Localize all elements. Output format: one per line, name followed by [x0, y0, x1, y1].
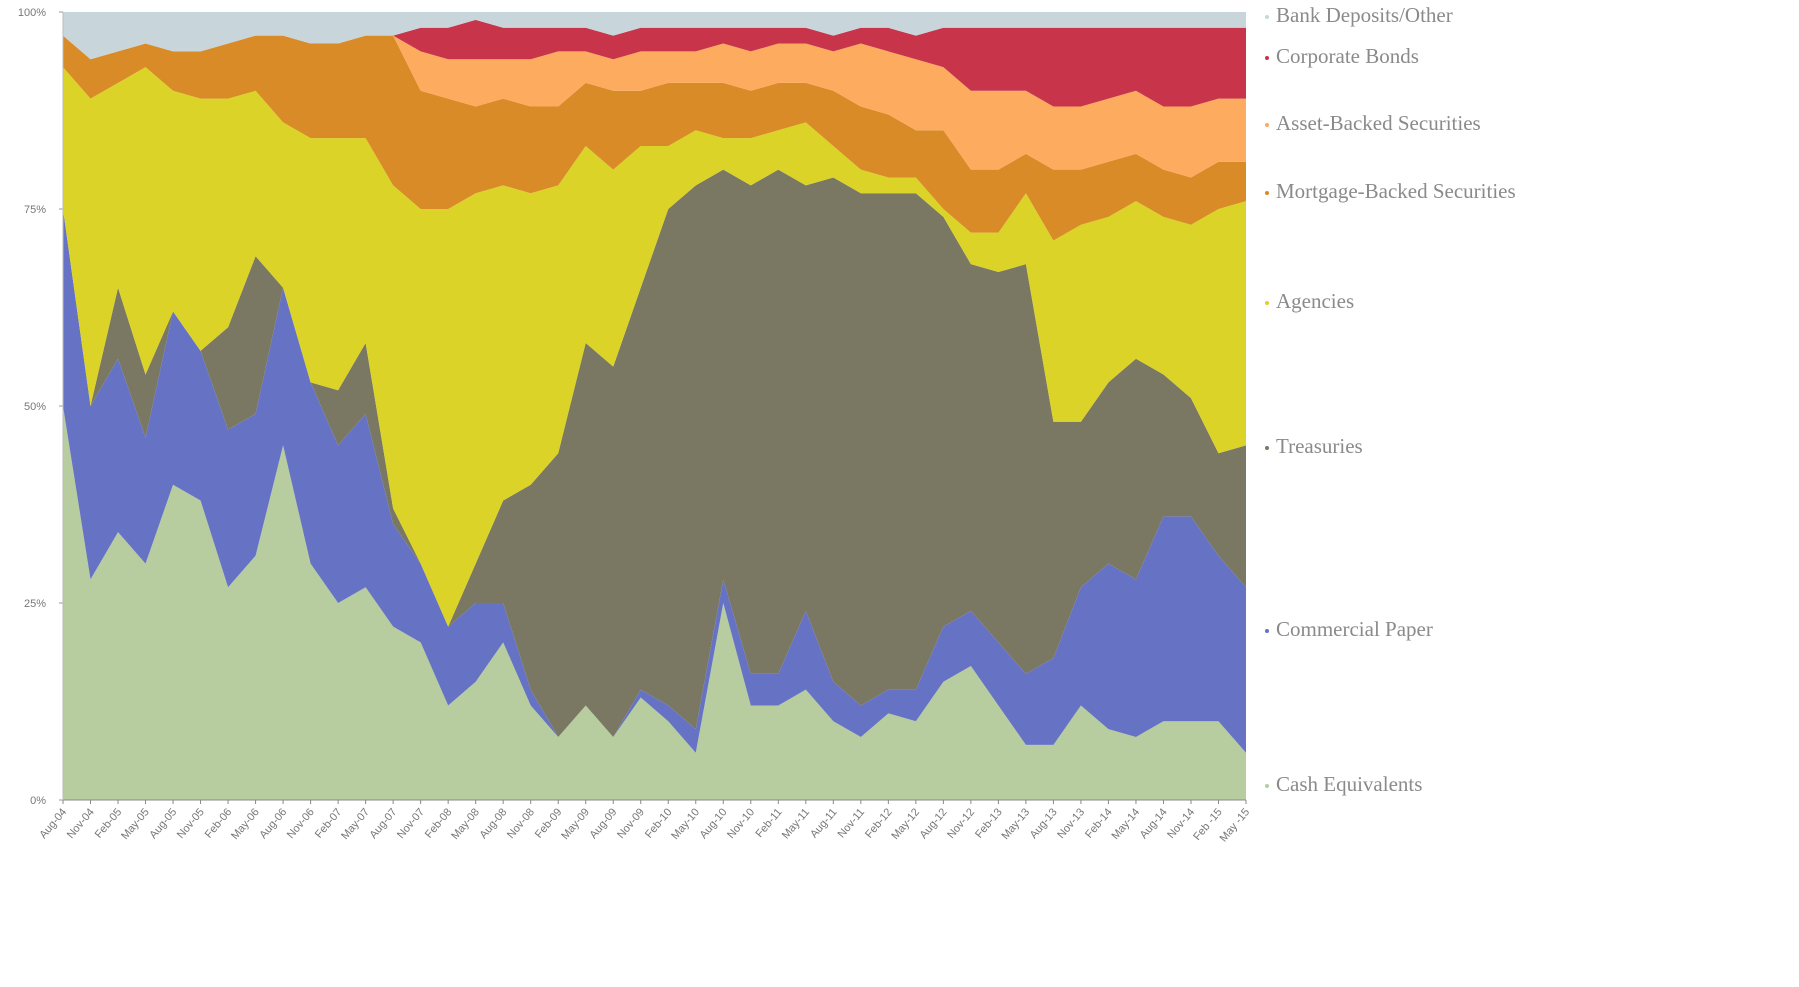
y-tick-label: 50%: [24, 401, 46, 413]
x-tick-label: Aug-04: [37, 806, 69, 841]
x-tick-label: May-11: [780, 806, 812, 841]
x-tick-label: Nov-08: [505, 806, 537, 841]
x-tick-label: May-08: [449, 806, 482, 842]
x-tick-label: Nov-12: [945, 806, 977, 841]
area: [63, 67, 1246, 627]
x-tick-label: Nov-10: [725, 806, 757, 841]
x-tick-label: Aug-12: [918, 806, 950, 841]
x-tick-label: May-05: [119, 806, 152, 842]
legend-dot: [1265, 446, 1269, 450]
x-tick-label: Aug-11: [808, 806, 839, 840]
x-tick-label: May-14: [1109, 806, 1142, 842]
area: [63, 169, 1246, 737]
x-tick-label: Aug-10: [698, 806, 730, 841]
legend-dot: [1265, 629, 1269, 633]
legend-label: Commercial Paper: [1276, 617, 1433, 641]
legend-label: Corporate Bonds: [1276, 44, 1419, 68]
y-tick-label: 100%: [18, 7, 46, 19]
legend-label: Mortgage-Backed Securities: [1276, 179, 1516, 203]
legend-dot: [1265, 56, 1269, 60]
legend-dot: [1265, 123, 1269, 127]
x-tick-label: Aug-14: [1138, 806, 1170, 841]
area: [63, 19, 1246, 107]
area: [63, 35, 1246, 178]
x-tick-label: Nov-09: [615, 806, 647, 841]
area: [63, 12, 1246, 60]
x-tick-label: Nov-07: [395, 806, 427, 841]
legend-label: Asset-Backed Securities: [1276, 111, 1481, 135]
legend-dot: [1265, 15, 1269, 19]
x-tick-label: Nov-05: [175, 806, 207, 841]
y-tick-label: 75%: [24, 204, 46, 216]
x-tick-label: Aug-08: [477, 806, 509, 841]
x-tick-label: May-12: [889, 806, 922, 842]
legend-label: Cash Equivalents: [1276, 772, 1422, 796]
legend-dot: [1265, 301, 1269, 305]
x-tick-label: May-10: [669, 806, 702, 842]
area: [63, 209, 1246, 753]
x-tick-label: May-13: [999, 806, 1032, 842]
legend-dot: [1265, 191, 1269, 195]
x-tick-label: Nov-06: [285, 806, 317, 841]
x-tick-label: Aug-09: [588, 806, 620, 841]
x-tick-label: Aug-07: [367, 806, 399, 841]
y-tick-label: 0%: [30, 795, 46, 807]
legend-label: Agencies: [1276, 289, 1354, 313]
x-tick-label: Nov-11: [836, 806, 867, 840]
x-tick-label: May -15: [1218, 806, 1253, 844]
x-tick-label: Aug-06: [257, 806, 289, 841]
area: [63, 406, 1246, 800]
x-tick-label: May-09: [559, 806, 592, 842]
legend-dot: [1265, 784, 1269, 788]
y-tick-label: 25%: [24, 598, 46, 610]
x-tick-label: Aug-13: [1028, 806, 1060, 841]
x-tick-label: Aug-05: [147, 806, 179, 841]
x-tick-label: May-06: [229, 806, 262, 842]
x-tick-label: Nov-13: [1055, 806, 1087, 841]
legend-label: Treasuries: [1276, 434, 1363, 458]
area: [63, 35, 1246, 241]
legend-label: Bank Deposits/Other: [1276, 3, 1453, 27]
x-tick-label: Nov-04: [65, 806, 97, 841]
x-tick-label: May-07: [339, 806, 372, 842]
